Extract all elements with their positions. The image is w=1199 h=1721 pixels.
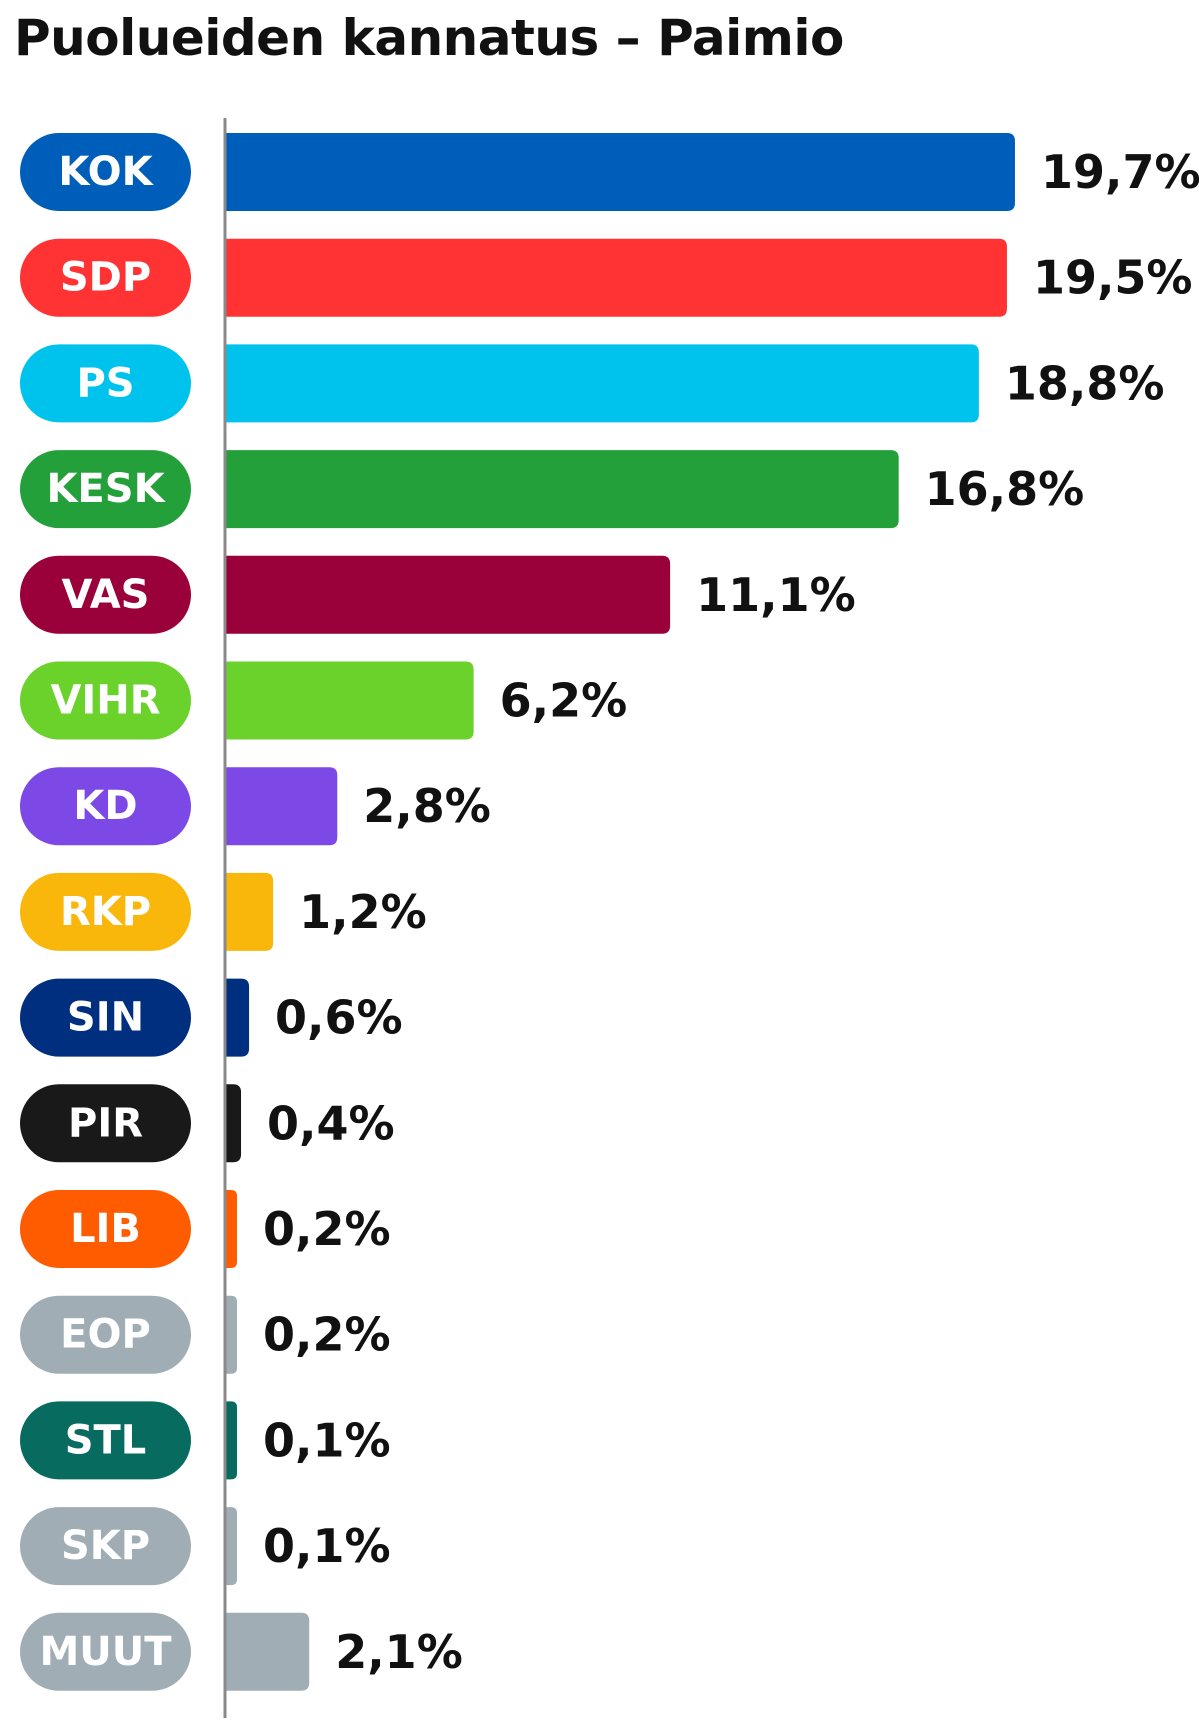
bar-vihr [225, 661, 474, 740]
party-label-muut: MUUT [39, 1629, 172, 1675]
party-pill-kesk [20, 450, 191, 529]
bar-lib [225, 1190, 237, 1268]
party-pill-sdp [20, 238, 191, 317]
bar-kd [225, 767, 338, 846]
value-label-pir: 0,4% [267, 1096, 395, 1150]
value-label-lib: 0,2% [263, 1202, 391, 1256]
value-label-sin: 0,6% [275, 991, 403, 1045]
value-label-rkp: 1,2% [299, 885, 427, 939]
party-label-eop: EOP [60, 1312, 151, 1358]
party-pill-kok [20, 133, 191, 211]
value-label-kesk: 16,8% [925, 462, 1085, 516]
party-pill-stl [20, 1401, 191, 1480]
bar-eop [225, 1295, 237, 1374]
value-label-skp: 0,1% [263, 1519, 391, 1573]
party-label-ps: PS [76, 360, 134, 406]
party-label-skp: SKP [61, 1523, 150, 1569]
party-pill-vas [20, 555, 191, 634]
value-label-vihr: 6,2% [500, 674, 628, 728]
party-pill-kd [20, 767, 191, 846]
value-label-ps: 18,8% [1005, 356, 1165, 410]
bar-skp [225, 1507, 237, 1586]
party-pill-lib [20, 1190, 191, 1268]
party-pill-rkp [20, 872, 191, 951]
party-label-sdp: SDP [60, 255, 151, 301]
party-pill-eop [20, 1295, 191, 1374]
bar-pir [225, 1084, 242, 1163]
party-label-kok: KOK [58, 149, 154, 195]
value-label-sdp: 19,5% [1033, 251, 1193, 305]
party-label-rkp: RKP [60, 889, 151, 935]
party-pill-ps [20, 344, 191, 423]
party-label-vas: VAS [61, 572, 149, 618]
bar-kok [225, 133, 1015, 211]
value-label-kok: 19,7% [1041, 145, 1199, 199]
value-label-stl: 0,1% [263, 1413, 391, 1467]
party-pill-vihr [20, 661, 191, 740]
bar-kesk [225, 450, 899, 529]
party-pill-sin [20, 978, 191, 1057]
party-label-lib: LIB [70, 1206, 141, 1252]
party-label-kesk: KESK [46, 466, 166, 512]
value-label-kd: 2,8% [363, 779, 491, 833]
bar-muut [225, 1612, 310, 1691]
bar-stl [225, 1401, 237, 1480]
party-label-pir: PIR [68, 1100, 143, 1146]
value-label-eop: 0,2% [263, 1308, 391, 1362]
bar-rkp [225, 872, 274, 951]
bar-sdp [225, 238, 1007, 317]
bar-ps [225, 344, 979, 423]
party-label-sin: SIN [67, 995, 144, 1041]
value-label-vas: 11,1% [696, 568, 856, 622]
value-label-muut: 2,1% [335, 1625, 463, 1679]
party-label-kd: KD [73, 783, 137, 829]
party-pill-skp [20, 1507, 191, 1586]
chart-title: Puolueiden kannatus – Paimio [14, 9, 844, 67]
party-pill-muut [20, 1612, 191, 1691]
bar-vas [225, 555, 671, 634]
party-label-vihr: VIHR [50, 678, 160, 724]
party-pill-pir [20, 1084, 191, 1163]
bar-sin [225, 978, 250, 1057]
party-label-stl: STL [65, 1417, 147, 1463]
